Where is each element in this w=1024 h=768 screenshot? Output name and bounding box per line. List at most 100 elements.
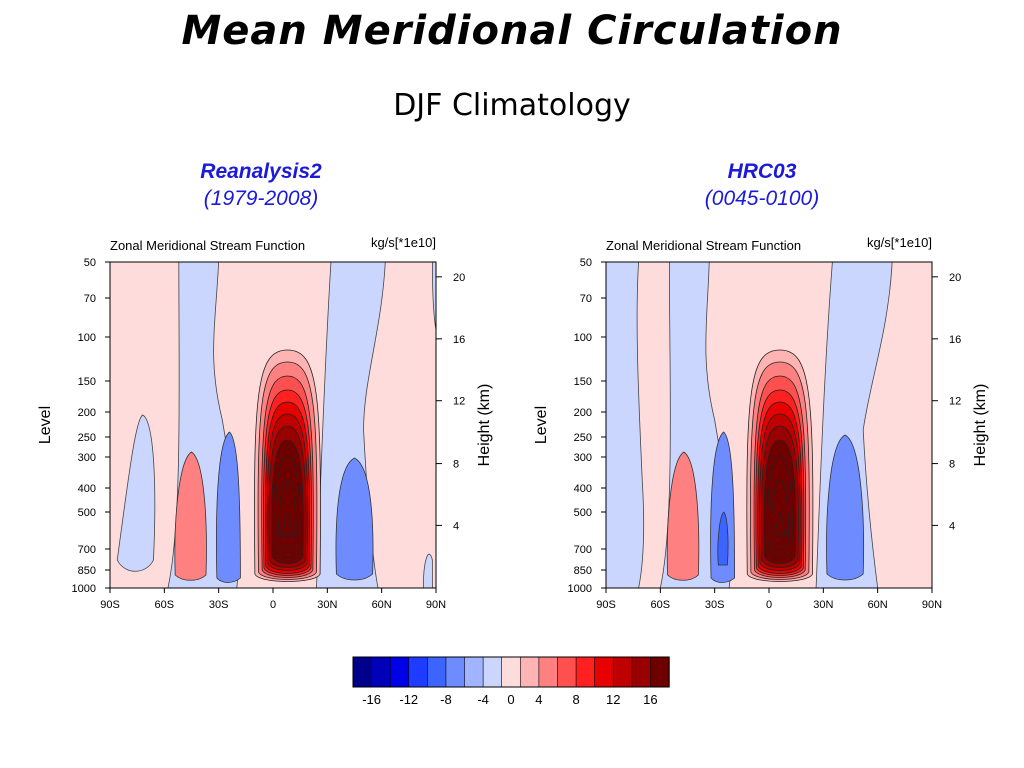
contour-cell [666,451,700,581]
contour-region [606,262,645,588]
colorbar-label: 8 [572,692,579,707]
x-tick-label: 60N [868,599,888,611]
colorbar-swatch [371,656,391,688]
plot-title: Zonal Meridional Stream Function [110,238,305,253]
plot-area [606,262,932,588]
panel-hrc03: Zonal Meridional Stream Function kg/s[*1e… [533,235,989,611]
x-tick-label: 90N [922,599,942,611]
y-axis-label-right: Height (km) [972,384,989,467]
plot-title: Zonal Meridional Stream Function [606,238,801,253]
x-tick-label: 0 [270,599,276,611]
contour-cell [717,511,729,566]
page-title: Mean Meridional Circulation [181,8,843,54]
contour-level [774,511,786,538]
units-label: kg/s[*1e10] [371,235,436,250]
y-tick-label: 100 [574,332,592,344]
contour-cell [174,451,207,581]
x-tick-label: 60S [155,599,175,611]
colorbar-swatch [464,656,484,688]
x-tick-label: 30N [317,599,337,611]
colorbar-label: -4 [477,692,489,707]
x-tick-label: 0 [766,599,772,611]
right-tick-label: 20 [949,272,961,284]
model-name: HRC03 [727,160,797,183]
right-tick-label: 20 [453,272,465,284]
contour-region [116,414,156,572]
right-tick-label: 12 [453,396,465,408]
y-tick-label: 250 [574,432,592,444]
x-tick-label: 90S [100,599,120,611]
colorbar-label: 4 [535,692,542,707]
model-period: (1979-2008) [203,187,319,210]
colorbar-swatch [519,656,540,688]
y-tick-label: 1000 [568,583,592,595]
right-tick-label: 12 [949,396,961,408]
contour-cell [216,431,241,583]
y-tick-label: 50 [580,257,592,269]
y-tick-label: 200 [574,407,592,419]
y-tick-label: 400 [574,483,592,495]
right-tick-label: 8 [949,459,955,471]
y-tick-label: 200 [78,407,96,419]
x-tick-label: 30N [813,599,833,611]
colorbar-label: -12 [399,692,418,707]
contour-cell [335,457,374,581]
colorbar-swatch [557,656,577,688]
y-tick-label: 150 [78,376,96,388]
colorbar-swatch [482,656,503,688]
units-label: kg/s[*1e10] [867,235,932,250]
contour-region [422,553,433,588]
y-tick-label: 70 [580,293,592,305]
colorbar-swatch [650,656,670,688]
colorbar-label: -16 [362,692,381,707]
panel-reanalysis2: Zonal Meridional Stream Function kg/s[*1e… [37,235,493,611]
y-tick-label: 500 [574,507,592,519]
y-tick-label: 700 [78,544,96,556]
x-tick-label: 60S [651,599,671,611]
y-tick-label: 50 [84,257,96,269]
right-tick-label: 16 [949,334,961,346]
y-tick-label: 700 [574,544,592,556]
y-tick-label: 70 [84,293,96,305]
y-axis-label-right: Height (km) [476,384,493,467]
right-tick-label: 4 [453,520,459,532]
x-tick-label: 30S [209,599,229,611]
colorbar-swatch [594,656,614,688]
colorbar-swatch [631,656,652,688]
page-subtitle: DJF Climatology [393,88,631,123]
colorbar: -16 -12 -8 -4 0 4 8 12 16 [352,656,670,707]
y-tick-label: 850 [78,565,96,577]
colorbar-swatch [445,656,466,688]
x-tick-label: 90S [596,599,616,611]
y-tick-label: 150 [574,376,592,388]
y-tick-label: 250 [78,432,96,444]
y-tick-label: 1000 [72,583,96,595]
y-tick-label: 300 [574,452,592,464]
colorbar-label: 0 [507,692,514,707]
colorbar-label: 12 [606,692,620,707]
y-tick-label: 100 [78,332,96,344]
y-tick-label: 300 [78,452,96,464]
colorbar-swatch [408,656,429,688]
model-period: (0045-0100) [704,187,820,210]
colorbar-swatch [501,656,521,688]
model-name: Reanalysis2 [200,160,322,183]
right-tick-label: 16 [453,334,465,346]
model-label-left: Reanalysis2 (1979-2008) [111,158,411,212]
model-label-right: HRC03 (0045-0100) [612,158,912,212]
x-tick-label: 60N [372,599,392,611]
colorbar-swatch [538,656,559,688]
y-axis-label: Level [37,406,54,444]
colorbar-frame [352,656,670,688]
x-tick-label: 90N [426,599,446,611]
contour-cell [826,434,865,581]
colorbar-swatch [427,656,447,688]
colorbar-swatch [612,656,633,688]
right-tick-label: 4 [949,520,955,532]
contour-cell [710,431,735,583]
colorbar-label: -8 [440,692,452,707]
x-tick-label: 30S [705,599,725,611]
y-tick-label: 850 [574,565,592,577]
colorbar-label: 16 [643,692,657,707]
